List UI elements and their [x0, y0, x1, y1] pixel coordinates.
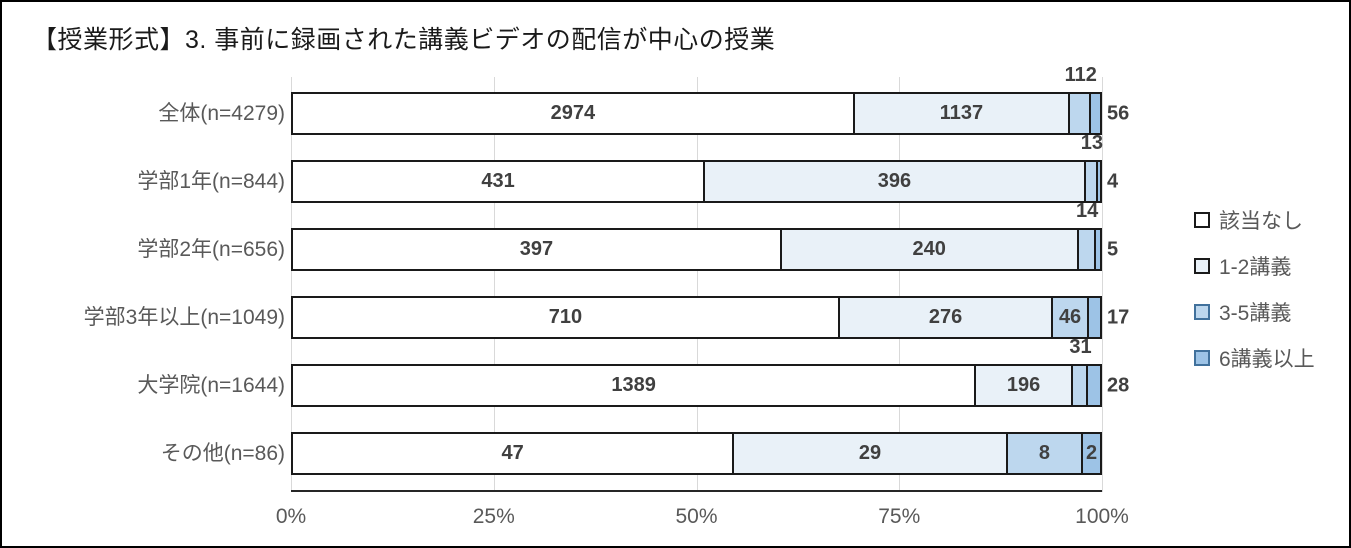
bar-value-label: 431 — [481, 170, 515, 192]
bar-segment: 396 — [705, 160, 1086, 203]
legend-item: 6講義以上 — [1194, 346, 1315, 371]
legend: 該当なし 1-2講義 3-5講義 6講義以上 — [1194, 208, 1315, 392]
bar-segment: 46 — [1053, 296, 1089, 339]
gridline — [899, 77, 901, 492]
gridline — [493, 77, 495, 492]
legend-label: 6講義以上 — [1219, 348, 1315, 371]
bar-segment — [1091, 92, 1102, 135]
bar-value-label: 47 — [501, 442, 524, 464]
bar-value-label: 17 — [1107, 306, 1130, 328]
bar-segment — [1070, 92, 1092, 135]
bar-segment: 2 — [1083, 432, 1102, 475]
bar-value-label: 14 — [1076, 200, 1099, 222]
x-tick-label: 50% — [675, 505, 718, 528]
category-label: 学部1年(n=844) — [137, 170, 285, 193]
category-label: 大学院(n=1644) — [137, 374, 285, 397]
legend-swatch — [1194, 212, 1210, 228]
bar-segment — [1078, 228, 1096, 271]
legend-item: 該当なし — [1194, 208, 1315, 233]
plot-area: 2974 1137 112 56 431 396 13 4 397 240 14 5 710 276 46 1… — [291, 64, 1129, 492]
bar-segment: 397 — [291, 228, 782, 271]
bar-value-label: 196 — [1006, 374, 1041, 396]
category-label: 学部3年以上(n=1049) — [83, 306, 285, 329]
bar-segment: 2974 — [291, 92, 855, 135]
bar-segment — [1098, 160, 1102, 203]
bar-value-label: 112 — [1064, 64, 1097, 86]
legend-swatch — [1194, 350, 1210, 366]
legend-item: 1-2講義 — [1194, 254, 1315, 279]
gridline — [696, 77, 698, 492]
x-tick-label: 100% — [1075, 505, 1129, 528]
bar-segment: 1137 — [854, 92, 1071, 135]
bar-segment: 431 — [291, 160, 706, 203]
bar-row: 47 29 8 2 — [291, 432, 1102, 475]
bar-segment: 276 — [839, 296, 1054, 339]
bar-value-label: 397 — [519, 238, 554, 260]
bar-segment: 196 — [976, 364, 1073, 407]
bar-segment: 29 — [734, 432, 1008, 475]
category-label: 全体(n=4279) — [158, 102, 285, 125]
x-axis-line — [291, 490, 1102, 492]
bar-value-label: 46 — [1058, 306, 1082, 328]
bar-value-label: 396 — [877, 170, 912, 192]
bar-segment: 8 — [1007, 432, 1084, 475]
bar-segment: 47 — [291, 432, 735, 475]
bar-value-label: 2974 — [550, 102, 596, 124]
bar-segment — [1085, 160, 1099, 203]
gridline — [291, 77, 292, 492]
bar-value-label: 5 — [1107, 238, 1119, 260]
x-tick-label: 25% — [472, 505, 515, 528]
bar-row: 2974 1137 112 56 — [291, 64, 1129, 135]
bar-value-label: 276 — [928, 306, 963, 328]
legend-label: 該当なし — [1219, 210, 1303, 233]
bar-value-label: 1389 — [611, 374, 656, 396]
bar-segment: 240 — [781, 228, 1079, 271]
legend-swatch — [1194, 258, 1210, 274]
bar-value-label: 1137 — [939, 102, 984, 124]
bar-value-label: 28 — [1107, 374, 1130, 396]
bar-value-label: 710 — [548, 306, 583, 328]
legend-label: 1-2講義 — [1219, 256, 1292, 279]
bar-segment — [1088, 364, 1102, 407]
bar-row: 710 276 46 17 — [291, 296, 1129, 339]
bar-row: 431 396 13 4 — [291, 132, 1118, 203]
bar-value-label: 29 — [858, 442, 882, 464]
bar-value-label: 13 — [1080, 132, 1104, 154]
chart-title: 【授業形式】3. 事前に録画された講義ビデオの配信が中心の授業 — [32, 26, 776, 54]
category-label: 学部2年(n=656) — [137, 238, 285, 261]
legend-label: 3-5講義 — [1219, 302, 1292, 325]
legend-item: 3-5講義 — [1194, 300, 1315, 325]
bar-row: 397 240 14 5 — [291, 200, 1118, 271]
x-tick-label: 75% — [878, 505, 921, 528]
bar-segment — [1095, 228, 1102, 271]
bar-value-label: 8 — [1038, 442, 1050, 464]
legend-swatch — [1194, 304, 1210, 320]
gridline — [1102, 77, 1103, 492]
bar-value-label: 2 — [1085, 442, 1098, 464]
x-tick-label: 0% — [275, 505, 307, 528]
bar-segment: 1389 — [291, 364, 977, 407]
category-label: その他(n=86) — [160, 442, 285, 465]
bar-segment: 710 — [291, 296, 840, 339]
bar-segment — [1072, 364, 1089, 407]
bar-value-label: 56 — [1107, 102, 1130, 124]
bar-value-label: 31 — [1069, 336, 1092, 358]
bar-value-label: 4 — [1107, 170, 1119, 192]
bar-segment — [1088, 296, 1102, 339]
bar-row: 1389 196 31 28 — [291, 336, 1129, 407]
bar-value-label: 240 — [912, 238, 946, 260]
